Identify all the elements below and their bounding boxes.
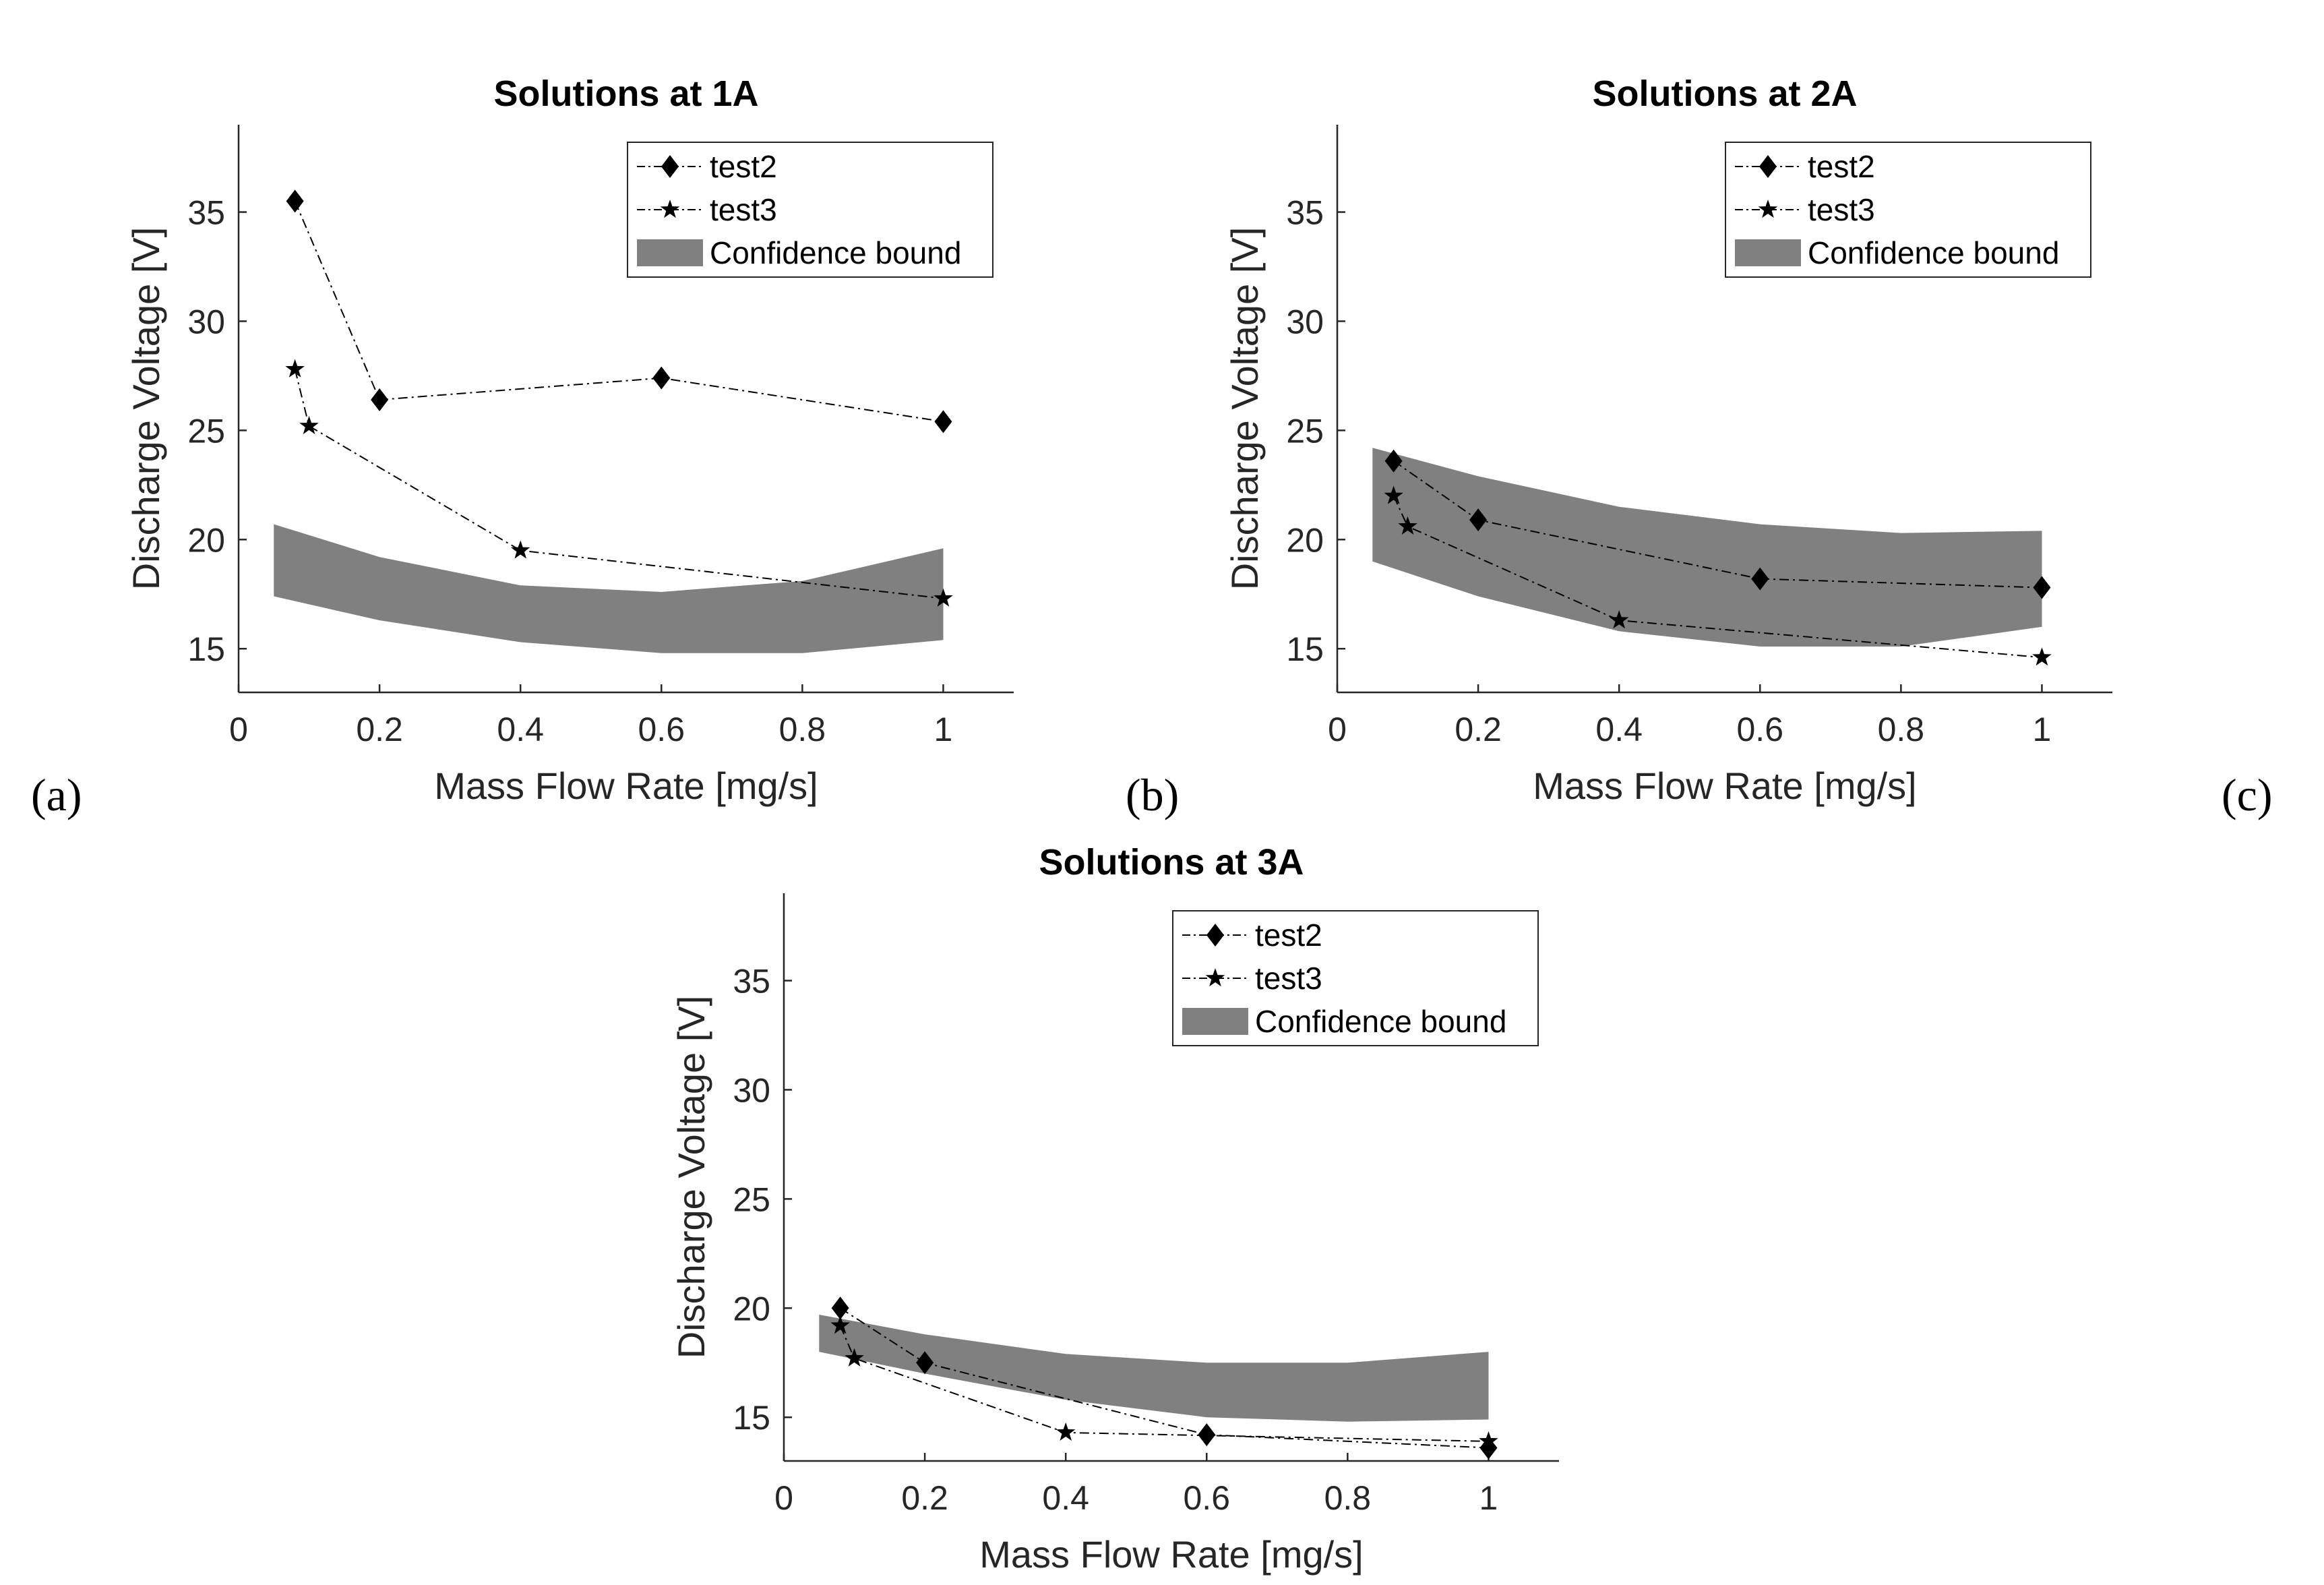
data-point-test3 [2032,647,2052,666]
data-point-test3 [934,588,953,607]
legend-marker-test3 [660,200,680,218]
chart-solutions-2a: Solutions at 2A 0 0.2 0.4 0.6 0.8 1 15 20 25 30 35 M… [1223,73,2112,807]
x-tick-label: 0.2 [1455,711,1502,748]
x-tick-label: 0.6 [1184,1479,1231,1517]
data-point-test3 [285,359,305,378]
y-axis-label: Discharge Voltage [V] [670,996,712,1359]
data-point-test3 [830,1315,850,1334]
panel-label-c: (c) [2222,769,2272,820]
data-point-test2 [1384,449,1403,473]
y-tick-label: 30 [1286,303,1324,340]
confidence-band [819,1315,1489,1422]
chart-solutions-3a: Solutions at 3A 0 0.2 0.4 0.6 0.8 1 15 20 25 30 35 M… [670,842,1559,1576]
data-point-test2 [1469,508,1488,532]
series-line-test2 [1393,460,2042,589]
y-tick-label: 25 [1286,412,1324,450]
confidence-band [1372,448,2042,647]
y-tick-label: 30 [187,303,225,340]
y-tick-label: 35 [1286,194,1324,232]
x-tick-label: 0.4 [1595,711,1643,748]
y-tick-label: 15 [1286,630,1324,668]
chart-title: Solutions at 2A [1592,73,1857,114]
legend-swatch-confidence [1182,1008,1248,1035]
x-tick-label: 0.4 [1042,1479,1089,1517]
data-point-test3 [1398,516,1417,535]
y-tick-label: 35 [733,963,770,1000]
legend-marker-test2 [1206,924,1224,947]
legend-marker-test2 [1759,155,1777,178]
panel-label-a: (a) [31,769,82,820]
x-axis-label: Mass Flow Rate [mg/s] [979,1533,1363,1576]
series-line-test2 [294,200,944,423]
x-tick-label: 0.2 [356,711,403,748]
y-axis-label: Discharge Voltage [V] [125,227,167,591]
y-tick-label: 20 [187,521,225,559]
legend-label-test2: test2 [1255,918,1322,953]
data-point-test2 [1751,567,1769,591]
x-tick-label: 0 [229,711,248,748]
data-point-test3 [1384,485,1403,504]
data-point-test3 [1056,1422,1076,1441]
x-tick-label: 1 [1479,1479,1498,1517]
confidence-band [274,524,944,653]
y-tick-label: 15 [733,1399,770,1437]
y-tick-label: 25 [733,1180,770,1218]
legend-marker-test2 [661,155,679,178]
data-point-test2 [831,1296,849,1320]
legend-label-test3: test3 [1255,961,1322,996]
legend-label-test3: test3 [1808,192,1875,227]
data-point-test2 [916,1351,934,1375]
x-tick-label: 0 [774,1479,793,1517]
data-point-test2 [934,410,952,433]
legend-label-test3: test3 [710,192,777,227]
data-point-test3 [510,540,530,559]
legend-swatch-confidence [1735,239,1801,266]
x-axis-label: Mass Flow Rate [mg/s] [434,765,818,807]
data-point-test3 [1609,610,1629,629]
data-point-test3 [845,1348,864,1367]
data-point-test3 [1479,1431,1498,1449]
legend-label-confidence: Confidence bound [1808,235,2059,270]
data-point-test2 [652,366,671,390]
x-tick-label: 0.6 [638,711,685,748]
legend-marker-test3 [1205,968,1225,987]
y-tick-label: 30 [733,1071,770,1109]
data-point-test3 [299,415,319,434]
chart-title: Solutions at 1A [493,73,758,114]
x-tick-label: 0.8 [1878,711,1925,748]
series-line-test3 [294,369,944,599]
legend-marker-test3 [1758,200,1778,218]
data-point-test2 [1198,1423,1216,1447]
series-line-test2 [840,1307,1489,1449]
x-tick-label: 0.6 [1737,711,1784,748]
series-line-test3 [839,1325,1489,1442]
chart-title: Solutions at 3A [1039,842,1304,883]
y-tick-label: 25 [187,412,225,450]
legend-label-confidence: Confidence bound [1255,1004,1506,1039]
data-point-test2 [2033,576,2051,599]
x-tick-label: 0 [1328,711,1347,748]
x-axis-label: Mass Flow Rate [mg/s] [1533,765,1916,807]
y-tick-label: 35 [187,194,225,232]
x-tick-label: 1 [2033,711,2052,748]
y-tick-label: 20 [733,1290,770,1327]
chart-solutions-1a: Solutions at 1A 0 0.2 0.4 0.6 0.8 1 15 20 25 30 35 M… [125,73,1014,807]
panel-label-b: (b) [1126,769,1179,820]
data-point-test2 [286,189,304,213]
series-line-test3 [1393,496,2042,659]
x-tick-label: 0.4 [497,711,544,748]
x-tick-label: 0.8 [779,711,826,748]
data-point-test2 [371,388,389,412]
x-tick-label: 1 [934,711,953,748]
x-tick-label: 0.8 [1324,1479,1372,1517]
legend-label-test2: test2 [710,149,777,184]
legend-swatch-confidence [637,239,703,266]
legend-label-confidence: Confidence bound [710,235,961,270]
x-tick-label: 0.2 [901,1479,948,1517]
legend-label-test2: test2 [1808,149,1875,184]
y-tick-label: 20 [1286,521,1324,559]
y-axis-label: Discharge Voltage [V] [1223,227,1266,591]
y-tick-label: 15 [187,630,225,668]
